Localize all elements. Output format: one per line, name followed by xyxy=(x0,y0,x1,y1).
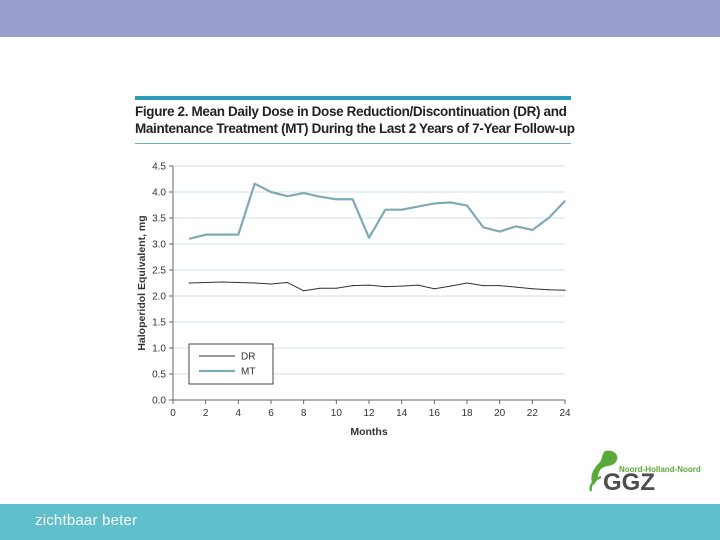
footer-tagline: zichtbaar beter xyxy=(35,512,138,529)
ggz-logo xyxy=(585,447,705,497)
data-point-mt xyxy=(499,230,501,233)
data-point-mt xyxy=(286,195,288,197)
data-point-mt xyxy=(384,209,386,211)
y-tick-label: 0.5 xyxy=(152,370,166,381)
y-tick-label: 1.5 xyxy=(152,318,166,329)
series-line-mt xyxy=(189,182,566,240)
x-tick-label: 20 xyxy=(494,408,506,419)
figure-divider xyxy=(135,143,571,144)
data-point-dr xyxy=(188,282,190,284)
logo-subtitle: Noord-Holland-Noord xyxy=(619,465,701,474)
data-point-dr xyxy=(270,283,272,285)
y-tick-label: 2.0 xyxy=(152,292,166,303)
data-point-mt xyxy=(466,204,468,207)
x-tick-label: 0 xyxy=(170,408,176,419)
data-point-dr xyxy=(401,285,403,287)
data-point-mt xyxy=(450,201,452,203)
x-tick-label: 22 xyxy=(527,408,539,419)
data-point-dr xyxy=(466,282,468,284)
x-tick-label: 12 xyxy=(363,408,375,419)
data-point-mt xyxy=(417,205,419,208)
data-point-dr xyxy=(352,285,354,287)
data-point-mt xyxy=(188,238,190,240)
data-point-dr xyxy=(564,289,566,291)
y-tick-label: 4.0 xyxy=(152,188,166,199)
x-tick-label: 14 xyxy=(396,408,408,419)
data-point-mt xyxy=(564,200,566,202)
data-point-mt xyxy=(254,183,256,185)
x-tick-label: 8 xyxy=(301,408,307,419)
data-point-mt xyxy=(433,202,435,205)
legend-box xyxy=(188,343,274,385)
series-line-dr xyxy=(189,281,566,292)
y-axis-label: Haloperidol Equivalent, mg xyxy=(136,215,148,350)
top-header-band xyxy=(0,0,720,37)
y-tick-label: 0.0 xyxy=(152,396,166,407)
data-point-dr xyxy=(237,281,239,284)
chart-grid xyxy=(173,165,565,375)
data-point-mt xyxy=(270,191,272,193)
data-point-dr xyxy=(221,281,223,283)
chart-series xyxy=(188,182,566,292)
x-tick-label: 18 xyxy=(461,408,473,419)
y-tick-label: 3.0 xyxy=(152,240,166,251)
figure-title-line-2: Maintenance Treatment (MT) During the La… xyxy=(135,121,575,136)
data-point-mt xyxy=(531,229,533,231)
data-point-mt xyxy=(303,192,305,194)
data-point-dr xyxy=(368,284,370,286)
data-point-dr xyxy=(450,285,452,287)
data-point-dr xyxy=(205,281,207,284)
figure-title-line-1: Figure 2. Mean Daily Dose in Dose Reduct… xyxy=(135,104,567,119)
y-tick-label: 2.5 xyxy=(152,266,166,277)
x-tick-label: 6 xyxy=(268,408,274,419)
data-point-dr xyxy=(254,282,256,284)
data-point-dr xyxy=(335,287,337,289)
y-tick-label: 4.5 xyxy=(152,162,166,173)
data-point-dr xyxy=(303,290,305,292)
x-tick-label: 16 xyxy=(429,408,441,419)
data-point-dr xyxy=(548,289,550,291)
data-point-dr xyxy=(384,286,386,288)
data-point-dr xyxy=(515,286,517,288)
chart-legend: DR MT xyxy=(188,343,274,385)
data-point-dr xyxy=(531,288,533,290)
x-tick-label: 10 xyxy=(331,408,343,419)
line-chart: 0.00.51.01.52.02.53.03.54.04.5 0 2 4 6 8 10 12… xyxy=(136,162,571,439)
data-point-dr xyxy=(433,288,435,290)
data-point-mt xyxy=(548,217,550,219)
data-point-mt xyxy=(401,209,403,211)
bottom-footer-band xyxy=(0,504,720,540)
x-axis-ticks: 0 2 4 6 8 10 12 14 16 18 20 22 24 xyxy=(170,400,571,419)
data-point-dr xyxy=(319,287,321,289)
leaf-icon xyxy=(589,450,618,492)
data-point-dr xyxy=(286,281,288,284)
data-point-mt xyxy=(515,225,517,227)
data-point-dr xyxy=(417,284,419,286)
data-point-mt xyxy=(205,234,207,236)
x-tick-label: 4 xyxy=(236,408,242,419)
legend-label-dr: DR xyxy=(241,352,255,363)
data-point-mt xyxy=(368,237,370,239)
y-axis-ticks: 0.0 0.5 1.0 1.5 2.0 2.5 3.0 3.5 4.0 4.5 xyxy=(152,162,173,407)
x-axis-label: Months xyxy=(350,426,387,438)
data-point-mt xyxy=(221,234,223,236)
x-tick-label: 2 xyxy=(203,408,209,419)
y-tick-label: 3.5 xyxy=(152,214,166,225)
x-tick-label: 24 xyxy=(559,408,571,419)
data-point-dr xyxy=(499,285,501,287)
legend-label-mt: MT xyxy=(241,367,255,378)
figure-title: Figure 2. Mean Daily Dose in Dose Reduct… xyxy=(135,103,575,137)
data-point-mt xyxy=(335,198,337,200)
data-point-mt xyxy=(352,198,354,200)
y-tick-label: 1.0 xyxy=(152,344,166,355)
data-point-mt xyxy=(319,196,321,198)
data-point-mt xyxy=(237,234,239,236)
data-point-mt xyxy=(482,226,484,228)
data-point-dr xyxy=(482,285,484,287)
figure-accent-bar xyxy=(135,96,571,100)
logo-wordmark: GGZ xyxy=(603,469,655,496)
